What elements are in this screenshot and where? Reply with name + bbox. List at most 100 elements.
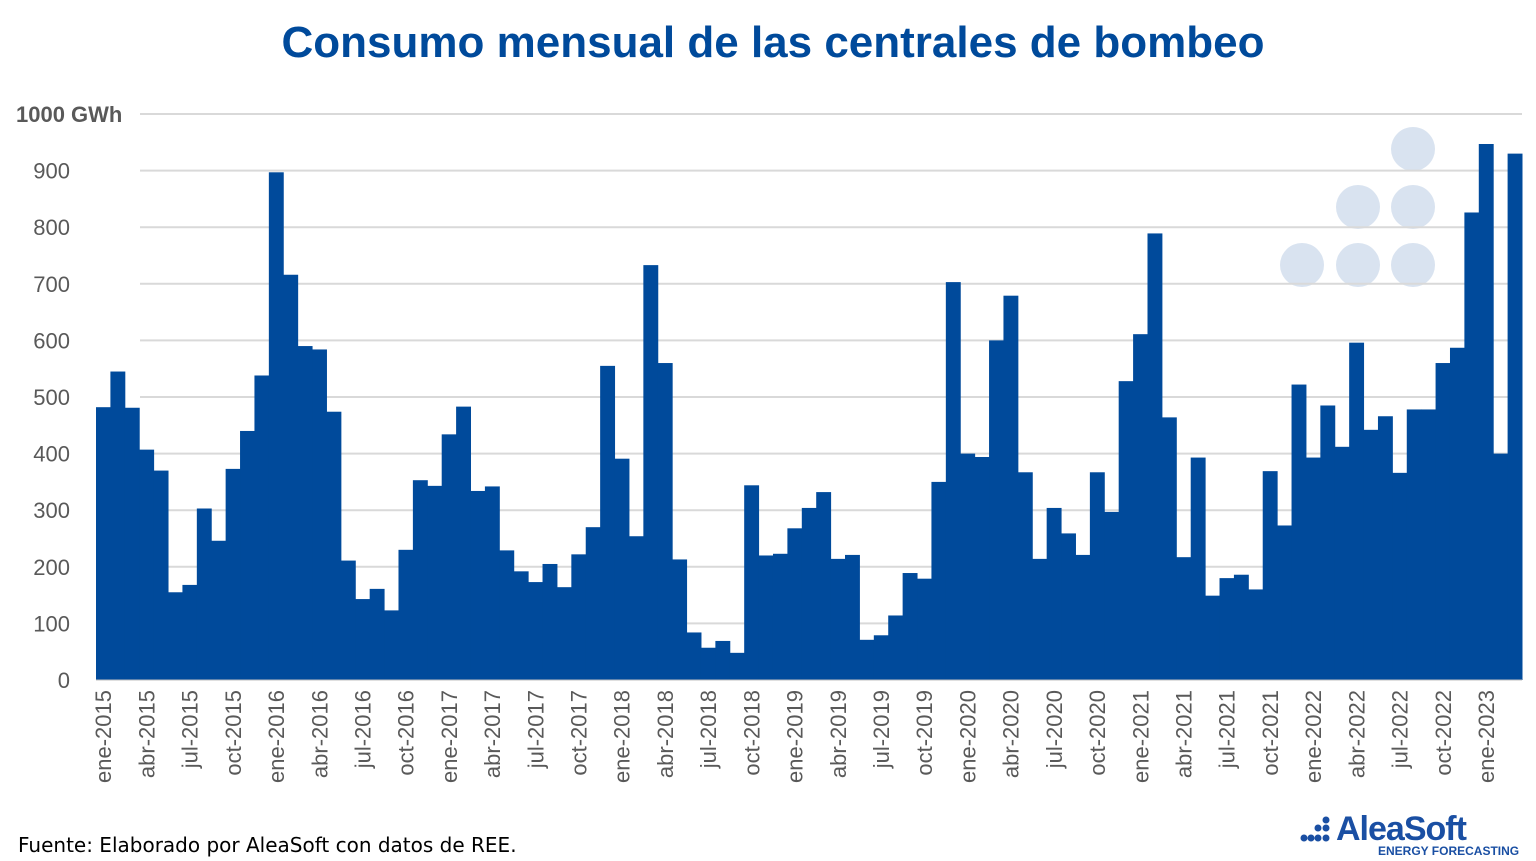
bar xyxy=(1291,384,1307,680)
bar xyxy=(931,481,947,680)
watermark-dot xyxy=(1391,185,1435,229)
bar xyxy=(1392,472,1408,680)
x-tick-label: ene-2023 xyxy=(1474,690,1499,783)
x-tick-label: jul-2020 xyxy=(1042,690,1067,769)
y-tick-label: 900 xyxy=(33,159,70,184)
bar xyxy=(686,632,702,680)
x-tick-label: jul-2022 xyxy=(1388,690,1413,769)
x-tick-label: jul-2021 xyxy=(1215,690,1240,769)
y-tick-label: 600 xyxy=(33,328,70,353)
bar xyxy=(1075,554,1091,680)
x-tick-label: ene-2020 xyxy=(955,690,980,783)
bar xyxy=(657,363,673,680)
bar xyxy=(1277,525,1293,680)
watermark-dot xyxy=(1336,243,1380,287)
x-tick-label: abr-2021 xyxy=(1172,690,1197,778)
bar xyxy=(369,588,385,680)
bar xyxy=(715,640,731,680)
x-tick-label: jul-2018 xyxy=(696,690,721,769)
x-tick-label: oct-2016 xyxy=(394,690,419,776)
bar xyxy=(1334,446,1350,680)
bar xyxy=(326,411,342,680)
bar xyxy=(1248,589,1264,680)
bar xyxy=(1089,472,1105,680)
bar xyxy=(211,540,227,680)
y-tick-label: 800 xyxy=(33,215,70,240)
bar xyxy=(1435,363,1451,680)
bar xyxy=(412,480,428,680)
bar xyxy=(902,573,918,680)
bar xyxy=(384,610,399,680)
bar xyxy=(873,635,889,680)
x-tick-label: oct-2021 xyxy=(1258,690,1283,776)
y-tick-label: 700 xyxy=(33,272,70,297)
bar xyxy=(787,528,803,680)
x-tick-label: oct-2017 xyxy=(567,690,592,776)
bar xyxy=(196,508,212,680)
bar xyxy=(1363,429,1379,680)
bar xyxy=(1133,334,1148,680)
bar xyxy=(240,430,255,680)
bar xyxy=(830,558,846,680)
bar xyxy=(1478,143,1494,681)
logo-name: AleaSoft xyxy=(1336,810,1467,848)
x-tick-label: abr-2015 xyxy=(134,690,159,778)
bar xyxy=(225,468,241,680)
y-unit-label: 1000 GWh xyxy=(16,102,122,127)
x-tick-label: abr-2016 xyxy=(307,690,332,778)
bar xyxy=(917,578,932,680)
bar xyxy=(556,587,572,680)
bar xyxy=(571,554,587,680)
x-tick-label: jul-2019 xyxy=(869,690,894,769)
bar xyxy=(1421,409,1437,680)
bar xyxy=(254,375,270,680)
x-tick-label: jul-2017 xyxy=(523,690,548,769)
bar xyxy=(960,453,976,680)
x-tick-label: abr-2017 xyxy=(480,690,505,778)
x-tick-label: ene-2018 xyxy=(610,690,635,783)
x-tick-label: ene-2017 xyxy=(437,690,462,783)
y-tick-label: 400 xyxy=(33,442,70,467)
bar xyxy=(1046,507,1062,680)
x-tick-label: oct-2019 xyxy=(912,690,937,776)
bar xyxy=(1320,405,1336,680)
bar xyxy=(643,265,659,680)
bar xyxy=(355,599,371,680)
x-tick-label: oct-2018 xyxy=(739,690,764,776)
bar xyxy=(283,274,299,680)
bar xyxy=(628,536,644,680)
bar xyxy=(744,485,760,680)
bar xyxy=(1377,416,1393,680)
bar xyxy=(139,449,155,680)
bar xyxy=(772,553,788,680)
bar xyxy=(1176,557,1192,680)
x-tick-label: abr-2018 xyxy=(653,690,678,778)
bar xyxy=(1262,471,1278,680)
bar xyxy=(1233,574,1249,680)
bar xyxy=(845,554,860,680)
x-tick-label: ene-2016 xyxy=(264,690,289,783)
bar xyxy=(268,172,284,680)
bar xyxy=(672,559,688,680)
source-note: Fuente: Elaborado por AleaSoft con datos… xyxy=(18,833,517,857)
bar xyxy=(1147,233,1163,680)
bar xyxy=(801,507,817,680)
bar xyxy=(1032,558,1048,680)
bar xyxy=(1406,409,1422,680)
bar xyxy=(1219,578,1235,680)
x-tick-label: ene-2021 xyxy=(1128,690,1153,783)
y-tick-label: 500 xyxy=(33,385,70,410)
x-tick-label: ene-2022 xyxy=(1301,690,1326,783)
bar xyxy=(1190,457,1206,680)
bar xyxy=(124,407,140,680)
watermark-dot xyxy=(1391,127,1435,171)
x-tick-label: oct-2020 xyxy=(1085,690,1110,776)
x-tick-label: jul-2016 xyxy=(350,690,375,769)
bar xyxy=(600,365,616,680)
y-tick-label: 100 xyxy=(33,611,70,636)
bar xyxy=(153,470,169,680)
bar xyxy=(1205,595,1221,680)
bar xyxy=(513,571,529,680)
bar xyxy=(528,582,544,680)
